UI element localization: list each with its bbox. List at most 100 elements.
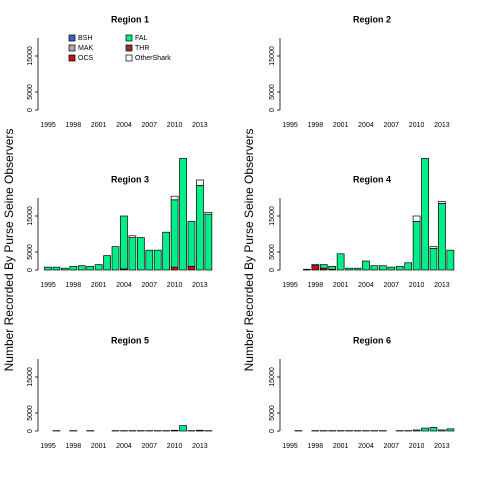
x-tick-label: 2007 — [141, 282, 157, 289]
x-tick-label: 2004 — [116, 282, 132, 289]
panel-title: Region 4 — [353, 174, 391, 184]
y-tick-label: 5000 — [269, 405, 276, 421]
x-tick-label: 2004 — [116, 122, 132, 129]
x-tick-label: 2010 — [409, 122, 425, 129]
x-tick-label: 2010 — [167, 443, 183, 450]
panel-title: Region 6 — [353, 335, 391, 345]
bar-segment — [353, 267, 362, 271]
bar-segment — [69, 266, 78, 271]
bar-segment — [170, 199, 179, 268]
x-tick-label: 1995 — [282, 282, 298, 289]
x-tick-label: 2004 — [358, 443, 374, 450]
bar-segment — [421, 158, 429, 271]
x-tick-label: 2001 — [91, 443, 107, 450]
bar-segment — [196, 185, 204, 271]
y-tick-label: 15000 — [269, 206, 276, 226]
bar-segment — [303, 268, 311, 271]
x-tick-label: 2013 — [192, 122, 208, 129]
y-tick-label: 5000 — [269, 244, 276, 260]
x-tick-label: 2010 — [409, 443, 425, 450]
x-tick-label: 1995 — [282, 443, 298, 450]
bar-segment — [204, 212, 213, 215]
bar-segment — [170, 266, 179, 271]
panel-title: Region 5 — [111, 335, 149, 345]
bar-segment — [44, 266, 52, 271]
legend-label: BSH — [78, 35, 92, 42]
y-tick-label: 0 — [269, 268, 276, 272]
y-tick-label: 15000 — [269, 46, 276, 66]
bar-segment — [77, 265, 86, 271]
legend-swatch — [125, 34, 133, 42]
bar-segment — [187, 221, 196, 267]
x-tick-label: 2007 — [141, 122, 157, 129]
x-tick-label: 1995 — [282, 122, 298, 129]
bar-segment — [404, 262, 413, 271]
y-axis-label: Number Recorded By Purse Seine Observers — [2, 129, 16, 372]
x-tick-label: 1998 — [66, 282, 82, 289]
legend-label: MAK — [78, 45, 94, 52]
bar-segment — [446, 249, 455, 271]
x-tick-label: 2004 — [358, 122, 374, 129]
bar-segment — [412, 215, 421, 222]
bar-segment — [429, 246, 438, 249]
bar-segment — [319, 264, 328, 269]
bar-segment — [94, 264, 103, 271]
bar-segment — [196, 429, 204, 432]
x-tick-label: 2007 — [383, 443, 399, 450]
bar-segment — [370, 265, 379, 271]
x-tick-label: 2001 — [91, 282, 107, 289]
x-tick-label: 1998 — [308, 122, 324, 129]
legend-label: OtherShark — [135, 55, 171, 62]
y-tick-label: 15000 — [27, 206, 34, 226]
bar-segment — [111, 246, 120, 271]
x-tick-label: 2013 — [192, 443, 208, 450]
bar-segment — [145, 249, 154, 271]
bar-segment — [170, 429, 179, 432]
y-tick-label: 0 — [27, 268, 34, 272]
panel-title: Region 2 — [353, 14, 391, 24]
x-tick-label: 2013 — [434, 282, 450, 289]
y-tick-label: 0 — [27, 108, 34, 112]
bar-segment — [170, 195, 179, 201]
bar-segment — [204, 213, 213, 271]
bar-segment — [103, 255, 111, 271]
y-axis-label: Number Recorded By Purse Seine Observers — [242, 129, 256, 372]
bar-segment — [311, 264, 320, 267]
x-tick-label: 2001 — [333, 443, 349, 450]
y-tick-label: 15000 — [269, 367, 276, 387]
bar-segment — [128, 235, 137, 238]
x-tick-label: 2010 — [167, 122, 183, 129]
bar-segment — [362, 260, 370, 271]
y-tick-label: 0 — [27, 429, 34, 433]
bar-segment — [446, 428, 455, 432]
legend-swatch — [125, 44, 133, 52]
legend-swatch — [68, 44, 76, 52]
bar-segment — [328, 266, 337, 270]
bar-segment — [86, 266, 95, 271]
x-tick-label: 2004 — [116, 443, 132, 450]
x-tick-label: 2007 — [383, 282, 399, 289]
bar-segment — [429, 248, 438, 271]
y-tick-label: 5000 — [27, 84, 34, 100]
bar-segment — [438, 429, 446, 432]
x-tick-label: 1998 — [66, 443, 82, 450]
x-tick-label: 2001 — [333, 122, 349, 129]
bar-segment — [345, 267, 353, 271]
legend-label: FAL — [135, 35, 148, 42]
legend-swatch — [68, 54, 76, 62]
y-tick-label: 5000 — [27, 405, 34, 421]
x-tick-label: 1998 — [308, 443, 324, 450]
bar-segment — [136, 237, 145, 271]
bar-segment — [128, 237, 137, 271]
x-tick-label: 2001 — [333, 282, 349, 289]
x-tick-label: 2013 — [192, 282, 208, 289]
x-tick-label: 2010 — [167, 282, 183, 289]
bar-segment — [153, 249, 162, 271]
y-tick-label: 5000 — [27, 244, 34, 260]
y-tick-label: 0 — [269, 429, 276, 433]
bar-segment — [429, 427, 438, 432]
x-tick-label: 2013 — [434, 122, 450, 129]
x-tick-label: 1998 — [66, 122, 82, 129]
bar-segment — [311, 265, 320, 271]
